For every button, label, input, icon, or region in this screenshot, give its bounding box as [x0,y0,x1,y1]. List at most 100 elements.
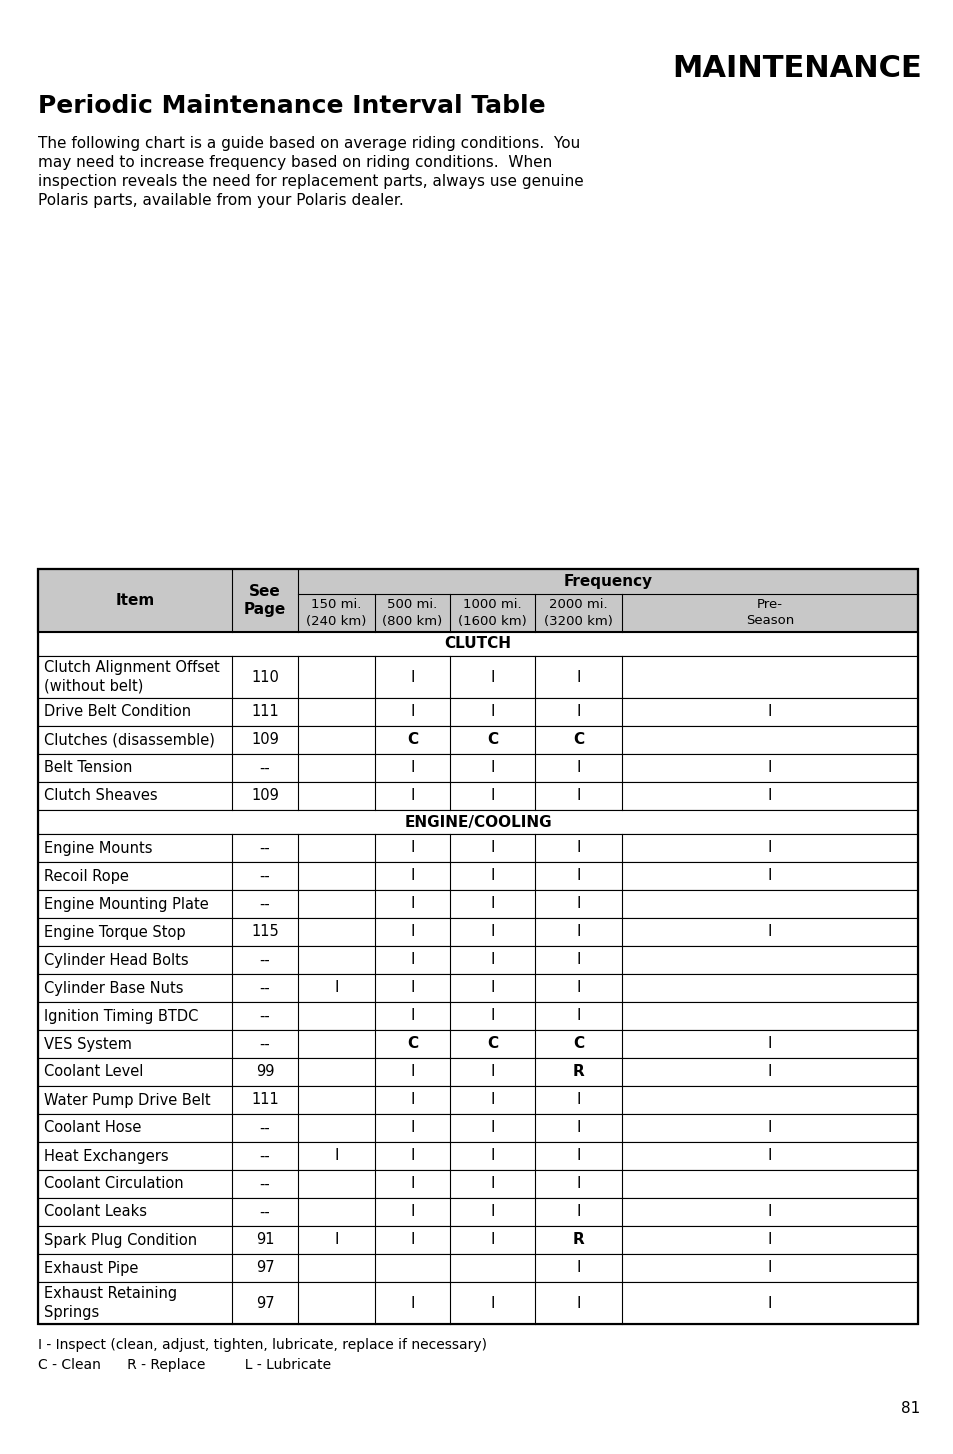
Text: Clutch Sheaves: Clutch Sheaves [44,788,157,804]
Text: I: I [490,705,495,720]
Bar [38,1086,917,1114]
Text: I: I [576,1176,580,1191]
Text: I: I [767,1064,771,1079]
Text: I: I [490,788,495,804]
Bar [38,1114,917,1141]
Text: I: I [767,1037,771,1051]
Bar [38,1198,917,1226]
Text: --: -- [259,1121,270,1136]
Text: Heat Exchangers: Heat Exchangers [44,1149,169,1163]
Text: I: I [490,897,495,912]
Text: I: I [576,952,580,967]
Text: I: I [410,1204,415,1220]
Text: Coolant Circulation: Coolant Circulation [44,1176,183,1191]
Text: See
Page: See Page [244,583,286,618]
Text: I: I [410,897,415,912]
Text: I: I [490,980,495,996]
Text: I: I [490,868,495,884]
Text: I: I [410,1121,415,1136]
Text: Cylinder Base Nuts: Cylinder Base Nuts [44,980,183,996]
Text: I: I [410,925,415,939]
Text: --: -- [259,1009,270,1024]
Text: 97: 97 [255,1261,274,1275]
Text: I: I [490,840,495,855]
Text: I - Inspect (clean, adjust, tighten, lubricate, replace if necessary): I - Inspect (clean, adjust, tighten, lub… [38,1338,486,1352]
Text: Exhaust Pipe: Exhaust Pipe [44,1261,138,1275]
Text: --: -- [259,840,270,855]
Text: Spark Plug Condition: Spark Plug Condition [44,1233,197,1248]
Text: I: I [490,1204,495,1220]
Text: I: I [334,1149,338,1163]
Text: C: C [407,733,417,747]
Text: ENGINE/COOLING: ENGINE/COOLING [404,814,551,829]
Bar [38,810,917,835]
Text: 109: 109 [251,733,278,747]
Text: Ignition Timing BTDC: Ignition Timing BTDC [44,1009,198,1024]
Text: I: I [490,952,495,967]
Text: Item: Item [115,593,154,608]
Text: I: I [410,952,415,967]
Text: I: I [490,669,495,685]
Text: Belt Tension: Belt Tension [44,760,132,775]
Text: 99: 99 [255,1064,274,1079]
Text: I: I [576,1121,580,1136]
Text: 111: 111 [251,705,278,720]
Text: I: I [490,1064,495,1079]
Text: The following chart is a guide based on average riding conditions.  You: The following chart is a guide based on … [38,137,579,151]
Text: I: I [410,669,415,685]
Text: C: C [573,733,583,747]
Bar [38,569,917,632]
Text: I: I [576,788,580,804]
Text: I: I [334,1233,338,1248]
Text: Engine Mounts: Engine Mounts [44,840,152,855]
Bar [38,1253,917,1282]
Text: I: I [767,1233,771,1248]
Bar [38,1170,917,1198]
Text: I: I [767,1149,771,1163]
Text: Engine Mounting Plate: Engine Mounting Plate [44,897,209,912]
Text: I: I [410,705,415,720]
Text: I: I [767,788,771,804]
Text: I: I [767,868,771,884]
Text: I: I [410,1009,415,1024]
Text: 115: 115 [251,925,278,939]
Bar [38,656,917,698]
Text: I: I [576,1092,580,1108]
Text: --: -- [259,760,270,775]
Text: I: I [576,669,580,685]
Text: Cylinder Head Bolts: Cylinder Head Bolts [44,952,189,967]
Bar [38,1141,917,1170]
Text: I: I [490,1121,495,1136]
Text: I: I [767,840,771,855]
Text: --: -- [259,1037,270,1051]
Bar [38,917,917,947]
Text: I: I [576,1009,580,1024]
Text: C: C [573,1037,583,1051]
Text: Recoil Rope: Recoil Rope [44,868,129,884]
Bar [38,974,917,1002]
Text: I: I [410,1233,415,1248]
Text: I: I [490,1092,495,1108]
Text: VES System: VES System [44,1037,132,1051]
Text: C: C [486,733,497,747]
Text: 111: 111 [251,1092,278,1108]
Text: --: -- [259,1176,270,1191]
Bar [38,947,917,974]
Text: I: I [576,868,580,884]
Text: --: -- [259,1149,270,1163]
Text: 97: 97 [255,1296,274,1310]
Text: Clutch Alignment Offset
(without belt): Clutch Alignment Offset (without belt) [44,660,219,694]
Bar [38,698,917,726]
Text: I: I [490,1176,495,1191]
Text: 150 mi.
(240 km): 150 mi. (240 km) [306,599,366,628]
Text: 2000 mi.
(3200 km): 2000 mi. (3200 km) [543,599,612,628]
Text: I: I [576,1204,580,1220]
Text: I: I [410,788,415,804]
Text: I: I [576,1261,580,1275]
Text: I: I [410,1092,415,1108]
Text: C: C [407,1037,417,1051]
Bar [38,1282,917,1325]
Text: I: I [410,1064,415,1079]
Text: I: I [767,760,771,775]
Text: I: I [410,840,415,855]
